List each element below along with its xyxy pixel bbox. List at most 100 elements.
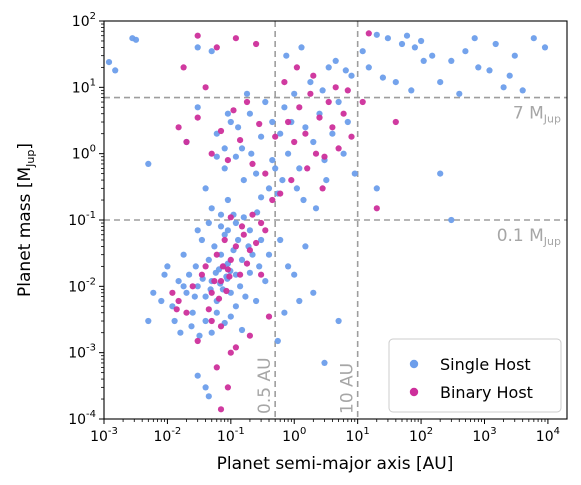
data-point (238, 223, 246, 230)
data-point (158, 297, 165, 305)
data-point (208, 48, 215, 55)
data-point (175, 124, 182, 131)
data-point (249, 160, 256, 167)
legend-label-single-host: Single Host (440, 355, 531, 374)
data-point (365, 30, 372, 37)
reference-line-label: 10 AU (338, 363, 358, 414)
data-point (192, 263, 199, 270)
data-point (145, 317, 152, 325)
data-point (384, 35, 391, 42)
data-point (224, 110, 231, 117)
data-point (403, 32, 411, 39)
data-point (215, 295, 223, 302)
x-tick-base: 10 (409, 429, 427, 445)
legend-label-binary-host: Binary Host (440, 383, 533, 402)
data-point (226, 273, 233, 280)
data-point (208, 329, 215, 336)
data-point (262, 98, 269, 106)
data-point (392, 118, 399, 126)
data-point (211, 243, 218, 250)
data-point (205, 256, 212, 263)
data-point (246, 227, 253, 234)
data-point (177, 329, 184, 336)
data-point (256, 120, 263, 128)
data-point (325, 98, 332, 106)
data-point (217, 223, 225, 230)
data-point (194, 44, 201, 51)
data-point (408, 87, 415, 94)
data-point (448, 216, 455, 224)
data-point (175, 278, 182, 285)
data-point (237, 283, 244, 290)
y-tick-label: 10-2 (68, 276, 96, 295)
x-axis-title: Planet semi-major axis [AU] (217, 454, 454, 474)
data-point (312, 205, 320, 212)
data-point (253, 40, 260, 48)
data-point (398, 40, 406, 48)
data-point (243, 260, 251, 267)
data-point (105, 59, 113, 66)
x-tick-exponent: 0 (300, 426, 306, 437)
data-point (475, 64, 482, 71)
data-point (262, 278, 269, 285)
data-point (332, 84, 339, 91)
data-point (302, 130, 309, 137)
data-point (205, 219, 212, 227)
data-point (223, 287, 230, 295)
x-tick-label: 101 (346, 426, 370, 445)
data-point (486, 67, 493, 74)
data-point (285, 150, 292, 157)
data-point (232, 219, 239, 227)
series-binary-host (169, 30, 399, 413)
data-point (150, 289, 157, 296)
data-point (232, 303, 239, 310)
data-point (269, 157, 276, 164)
data-point (246, 269, 253, 276)
data-point (202, 317, 209, 325)
y-axis-title-subscript: Jup (24, 150, 37, 168)
data-point (258, 236, 265, 244)
data-point (202, 293, 209, 300)
y-tick-label: 10-3 (68, 343, 96, 362)
data-point (217, 211, 225, 218)
data-point (310, 289, 317, 296)
data-point (262, 170, 269, 177)
x-tick-label: 100 (282, 426, 306, 445)
data-points (105, 30, 549, 413)
data-point (285, 118, 292, 126)
y-tick-base: 10 (68, 279, 86, 295)
data-point (265, 313, 273, 320)
x-tick-base: 10 (346, 429, 364, 445)
data-point (237, 137, 244, 144)
reference-line-label: 0.1 MJup (497, 226, 561, 248)
x-tick-exponent: 3 (490, 426, 496, 437)
y-tick-label: 101 (72, 77, 96, 96)
data-point (232, 243, 239, 250)
x-tick-exponent: -1 (235, 426, 245, 437)
data-point (293, 185, 300, 192)
data-point (373, 185, 380, 192)
data-point (240, 231, 247, 238)
data-point (246, 110, 253, 117)
y-tick-exponent: -1 (86, 210, 96, 221)
data-point (296, 165, 303, 172)
data-point (298, 44, 305, 51)
data-point (253, 170, 260, 177)
reference-line-label: 7 MJup (513, 104, 561, 126)
data-point (194, 283, 201, 290)
data-point (506, 72, 513, 79)
data-point (221, 231, 228, 238)
x-tick-label: 10-2 (154, 426, 182, 445)
data-point (175, 297, 182, 305)
data-point (235, 124, 242, 131)
data-point (208, 205, 215, 212)
data-point (279, 177, 286, 184)
data-point (471, 35, 478, 42)
x-tick-exponent: 2 (427, 426, 433, 437)
data-point (213, 251, 220, 258)
data-point (194, 372, 201, 379)
data-point (541, 44, 549, 51)
data-point (344, 118, 351, 126)
data-point (492, 40, 499, 48)
data-point (392, 79, 399, 86)
